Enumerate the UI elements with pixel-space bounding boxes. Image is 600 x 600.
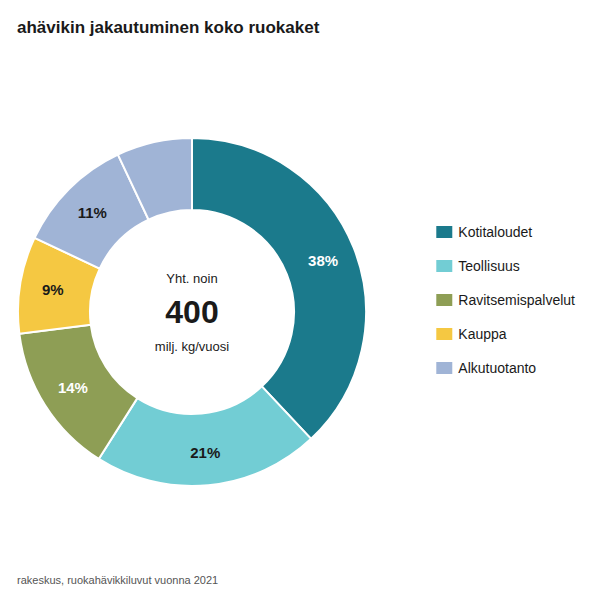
svg-text:21%: 21%: [190, 444, 220, 461]
svg-text:9%: 9%: [42, 281, 64, 298]
svg-text:ahävikin jakautuminen koko ruo: ahävikin jakautuminen koko ruokaket: [17, 18, 320, 37]
svg-text:milj. kg/vuosi: milj. kg/vuosi: [155, 339, 230, 354]
svg-text:38%: 38%: [308, 252, 338, 269]
svg-text:Teollisuus: Teollisuus: [458, 258, 519, 274]
svg-text:Ravitsemispalvelut: Ravitsemispalvelut: [458, 292, 575, 308]
svg-text:11%: 11%: [78, 204, 107, 221]
svg-text:rakeskus, ruokahävikkiluvut vu: rakeskus, ruokahävikkiluvut vuonna 2021: [17, 574, 218, 586]
svg-text:Kotitaloudet: Kotitaloudet: [458, 224, 532, 240]
svg-text:400: 400: [165, 294, 218, 330]
svg-text:Alkutuotanto: Alkutuotanto: [458, 360, 536, 376]
svg-text:Kauppa: Kauppa: [458, 326, 506, 342]
svg-text:14%: 14%: [58, 379, 88, 396]
svg-text:Yht. noin: Yht. noin: [166, 271, 217, 286]
